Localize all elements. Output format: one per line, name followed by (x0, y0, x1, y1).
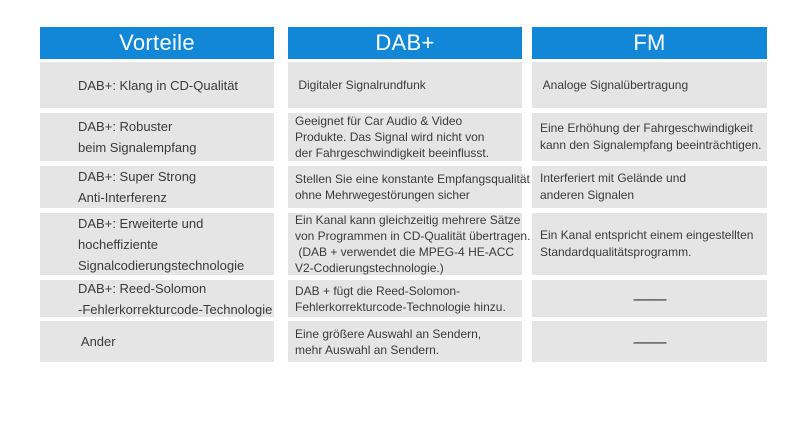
fm-cell-standardqualitaet: Ein Kanal entspricht einem eingestellten… (532, 213, 767, 275)
table-column-dab: DAB+ Digitaler Signalrundfunk Geeignet f… (288, 27, 530, 362)
dab-cell-kanal-cd-qualitaet: Ein Kanal kann gleichzeitig mehrere Sätz… (288, 213, 530, 275)
fm-cell-interferenz: Interferiert mit Gelände und anderen Sig… (532, 166, 767, 208)
vorteile-cell-robuster: DAB+: Robuster beim Signalempfang (40, 113, 274, 161)
vorteile-cell-anti-interferenz: DAB+: Super Strong Anti-Interferenz (40, 166, 274, 208)
fm-cell-analoge-uebertragung: Analoge Signalübertragung (532, 62, 767, 108)
vorteile-cell-signalcodierung: DAB+: Erweiterte und hocheffiziente Sign… (40, 213, 274, 275)
vorteile-cell-klang: DAB+: Klang in CD-Qualität (40, 62, 274, 108)
dab-fm-comparison-table: Vorteile DAB+: Klang in CD-Qualität DAB+… (40, 27, 767, 362)
fm-dash-placeholder-1: —— (532, 280, 767, 317)
vorteile-cell-reed-solomon: DAB+: Reed-Solomon -Fehlerkorrekturcode-… (40, 280, 274, 317)
column-header-dab: DAB+ (288, 27, 522, 59)
table-column-vorteile: Vorteile DAB+: Klang in CD-Qualität DAB+… (40, 27, 274, 362)
column-header-fm: FM (532, 27, 767, 59)
fm-cell-fahrgeschwindigkeit: Eine Erhöhung der Fahrgeschwindigkeit ka… (532, 113, 767, 161)
fm-dash-placeholder-2: —— (532, 321, 767, 362)
table-column-fm: FM Analoge Signalübertragung Eine Erhöhu… (532, 27, 767, 362)
dab-cell-empfangsqualitaet: Stellen Sie eine konstante Empfangsquali… (288, 166, 530, 208)
column-header-vorteile: Vorteile (40, 27, 274, 59)
dab-cell-auswahl-sendern: Eine größere Auswahl an Sendern, mehr Au… (288, 321, 522, 362)
dab-cell-digitaler-rundfunk: Digitaler Signalrundfunk (288, 62, 522, 108)
vorteile-cell-ander: Ander (40, 321, 274, 362)
dab-cell-car-audio: Geeignet für Car Audio & Video Produkte.… (288, 113, 522, 161)
dab-cell-reed-solomon: DAB + fügt die Reed-Solomon- Fehlerkorre… (288, 280, 522, 317)
